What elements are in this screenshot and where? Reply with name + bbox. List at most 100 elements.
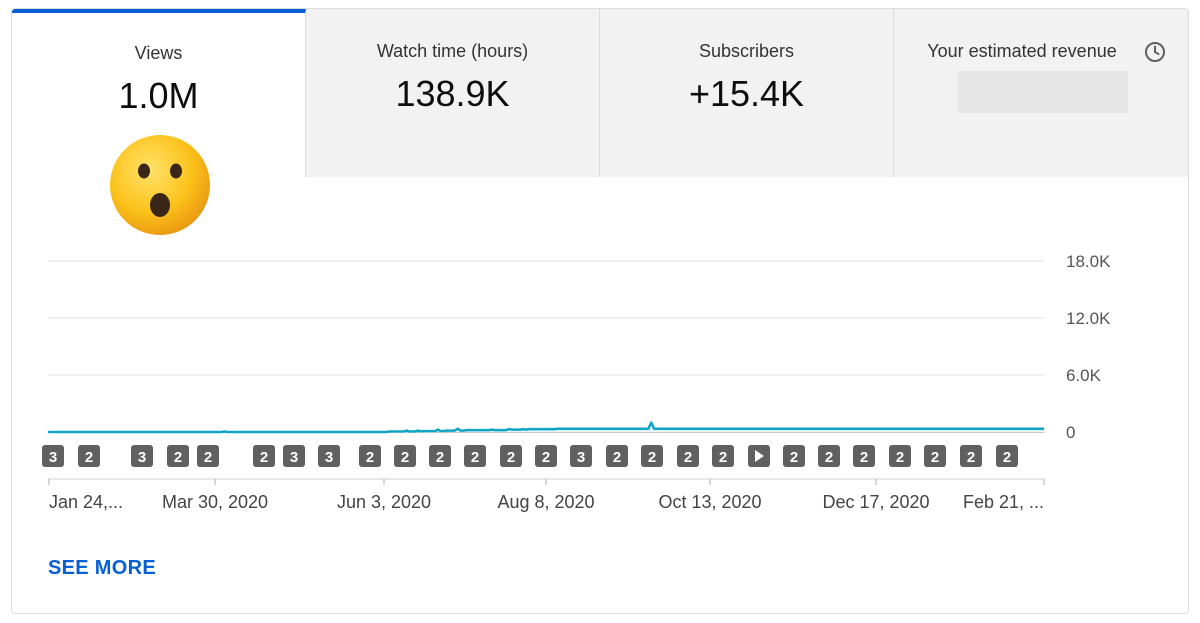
video-marker-count: 2 [719,449,727,466]
video-marker-count: 2 [684,449,692,466]
video-marker-count: 2 [436,449,444,466]
tab-subscribers-label: Subscribers [698,41,795,61]
video-marker-count: 3 [290,449,298,466]
video-marker: 2 [253,445,275,467]
x-tick-label: Dec 17, 2020 [822,492,929,512]
video-marker: 2 [996,445,1018,467]
video-marker-play [748,445,770,467]
video-marker-count: 2 [204,449,212,466]
video-marker-box [924,445,946,467]
x-tick-label: Jun 3, 2020 [337,492,431,512]
video-marker: 2 [359,445,381,467]
video-marker: 3 [318,445,340,467]
video-marker-count: 2 [174,449,182,466]
video-marker: 3 [131,445,153,467]
views-analytics-card: Views 1.0M Watch time (hours) 138.9K Sub… [11,8,1189,614]
video-marker: 3 [42,445,64,467]
y-tick-label: 12.0K [1066,309,1111,328]
video-marker-box [889,445,911,467]
tab-estimated-revenue[interactable]: Your estimated revenue [894,9,1188,177]
video-marker: 2 [818,445,840,467]
x-tick-label: Mar 30, 2020 [162,492,268,512]
video-marker-count: 3 [577,449,585,466]
video-marker: 3 [283,445,305,467]
video-marker-count: 2 [860,449,868,466]
views-chart: 18.0K 12.0K 6.0K 0 3 2 3 2 2 2 3 3 2 2 2 2 2 2 3 2 2 2 2 2 2 2 2 2 2… [42,252,1111,512]
tab-views-label: Views [134,43,183,63]
video-marker-count: 2 [931,449,939,466]
video-marker-box [359,445,381,467]
video-marker-box [167,445,189,467]
play-icon [755,450,764,462]
video-marker-box [500,445,522,467]
video-marker: 2 [429,445,451,467]
video-marker-box [197,445,219,467]
video-marker-box [783,445,805,467]
video-marker-count: 3 [49,449,57,466]
tab-revenue-label: Your estimated revenue [927,41,1117,61]
y-tick-label: 18.0K [1066,252,1111,271]
video-marker-box [318,445,340,467]
video-marker-box [42,445,64,467]
tab-subscribers[interactable]: Subscribers +15.4K [600,9,894,177]
video-marker-count: 2 [85,449,93,466]
video-marker: 2 [960,445,982,467]
x-tick-label: Feb 21, ... [963,492,1044,512]
video-marker-box [606,445,628,467]
video-marker-box [712,445,734,467]
video-marker-count: 2 [542,449,550,466]
video-marker-box [853,445,875,467]
video-marker-box [253,445,275,467]
video-marker-box [570,445,592,467]
views-area-fill [48,422,1044,432]
video-marker-count: 2 [790,449,798,466]
astonished-face-icon [110,135,210,235]
video-marker: 3 [570,445,592,467]
x-tick-label: Oct 13, 2020 [658,492,761,512]
video-marker: 2 [500,445,522,467]
video-marker-box [960,445,982,467]
y-tick-label: 0 [1066,423,1075,442]
video-marker-box [677,445,699,467]
video-marker-box [996,445,1018,467]
video-marker: 2 [78,445,100,467]
x-tick-label: Jan 24,... [49,492,123,512]
video-marker-count: 2 [613,449,621,466]
revenue-hidden-value [958,71,1128,113]
video-marker-box [818,445,840,467]
video-marker-count: 2 [260,449,268,466]
video-marker-box [535,445,557,467]
video-marker-count: 2 [366,449,374,466]
video-marker: 2 [783,445,805,467]
video-marker-box [283,445,305,467]
video-marker: 2 [677,445,699,467]
video-marker-count: 2 [825,449,833,466]
x-tick-label: Aug 8, 2020 [497,492,594,512]
video-marker: 2 [853,445,875,467]
video-marker-count: 2 [507,449,515,466]
tab-views-value: 1.0M [118,75,199,116]
video-marker: 2 [197,445,219,467]
see-more-link[interactable]: SEE MORE [48,557,156,579]
tab-subscribers-value: +15.4K [688,73,805,114]
tab-watch-time[interactable]: Watch time (hours) 138.9K [306,9,600,177]
video-marker: 2 [535,445,557,467]
video-marker-box [78,445,100,467]
video-marker: 2 [712,445,734,467]
y-tick-label: 6.0K [1066,366,1102,385]
video-marker: 2 [641,445,663,467]
video-marker-count: 3 [138,449,146,466]
metric-tabs: Views 1.0M Watch time (hours) 138.9K Sub… [12,9,1188,177]
tab-watch-time-label: Watch time (hours) [376,41,529,61]
video-marker-box [131,445,153,467]
video-marker: 2 [889,445,911,467]
video-marker-count: 2 [471,449,479,466]
video-marker: 2 [924,445,946,467]
video-marker-count: 2 [967,449,975,466]
clock-icon[interactable] [1144,41,1166,63]
video-marker-box [429,445,451,467]
video-marker-box [394,445,416,467]
video-marker-count: 2 [896,449,904,466]
video-marker: 2 [167,445,189,467]
video-marker-box [464,445,486,467]
